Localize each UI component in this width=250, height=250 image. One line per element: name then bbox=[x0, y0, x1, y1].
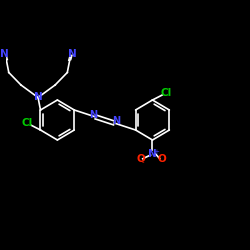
Text: N: N bbox=[148, 149, 157, 159]
Text: N: N bbox=[0, 49, 8, 59]
Text: N: N bbox=[68, 49, 76, 59]
Text: N: N bbox=[34, 92, 42, 102]
Text: N: N bbox=[112, 116, 120, 126]
Text: O: O bbox=[157, 154, 166, 164]
Text: +: + bbox=[154, 148, 159, 154]
Text: -: - bbox=[142, 159, 144, 165]
Text: Cl: Cl bbox=[22, 118, 33, 128]
Text: O: O bbox=[136, 154, 145, 164]
Text: N: N bbox=[89, 110, 97, 120]
Text: Cl: Cl bbox=[160, 88, 172, 98]
